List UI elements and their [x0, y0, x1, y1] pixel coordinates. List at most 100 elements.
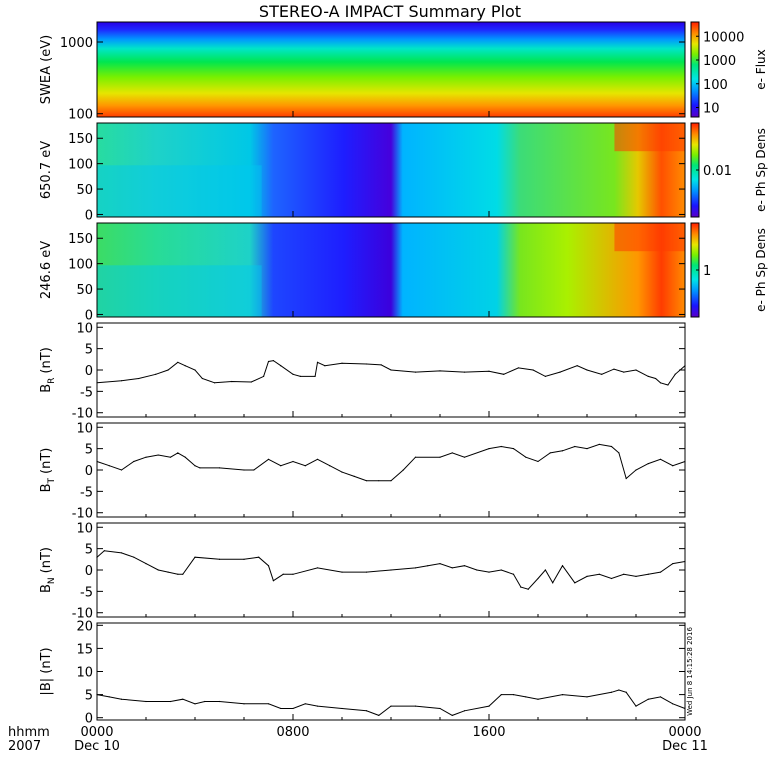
bt-data-point: [500, 445, 502, 448]
br-data-point: [635, 369, 637, 371]
bn-data-point: [282, 573, 284, 575]
br-data-point: [576, 365, 578, 367]
br-data-point: [184, 365, 186, 367]
br-ytick-label: 0: [85, 364, 93, 379]
bn-data-point: [610, 577, 613, 580]
pad246-colorbar-tick-label: 1: [703, 264, 711, 279]
pad246-image: [97, 223, 685, 317]
bt-data-point: [659, 458, 662, 460]
bt-data-point: [304, 465, 306, 467]
pad246-low-angle-band: [97, 265, 262, 317]
bt-ylabel: BT (nT): [39, 448, 57, 493]
bn-data-point: [182, 573, 184, 575]
bt-data-point: [610, 445, 613, 448]
pad650-high-flux-patch: [614, 123, 685, 152]
br-data-point: [544, 375, 546, 378]
bt-ytick-label: -5: [80, 485, 93, 500]
bn-data-point: [476, 569, 478, 571]
bt-data-point: [292, 460, 294, 463]
br-data-point: [488, 370, 490, 372]
pad650-image: [97, 123, 685, 217]
pad650-ytick-label: 50: [76, 183, 93, 198]
br-ytick-label: 5: [85, 343, 93, 358]
bmag-data-point: [488, 705, 490, 707]
bn-data-point: [647, 573, 649, 575]
br-data-point: [250, 381, 252, 383]
bmag-data-point: [647, 698, 649, 700]
bn-data-point: [561, 565, 564, 567]
bn-ytick-label: 10: [76, 521, 93, 536]
swea-colorbar: [690, 21, 700, 118]
swea-ytick-label: 1000: [60, 36, 93, 51]
bt-series-line: [96, 443, 686, 482]
bn-data-point: [390, 569, 392, 571]
bt-data-point: [635, 469, 637, 471]
bt-data-point: [390, 480, 392, 482]
bt-data-point: [133, 460, 135, 463]
bmag-series-line: [96, 689, 686, 716]
bt-data-point: [177, 452, 179, 454]
bt-data-point: [184, 456, 186, 458]
bn-data-point: [451, 567, 453, 569]
bt-data-point: [463, 456, 466, 458]
bn-data-point: [258, 556, 260, 558]
bt-ytick-label: -10: [72, 507, 93, 522]
br-data-point: [214, 382, 216, 384]
bt-data-point: [194, 465, 196, 467]
bt-data-point: [451, 452, 453, 454]
bt-data-point: [378, 480, 380, 482]
bt-data-point: [341, 471, 343, 473]
bn-data-point: [177, 573, 179, 575]
bt-data-point: [439, 456, 441, 458]
br-data-point: [96, 382, 98, 384]
bmag-data-point: [537, 698, 539, 700]
chart-title: STEREO-A IMPACT Summary Plot: [259, 2, 521, 21]
bmag-ylabel: |B| (nT): [39, 647, 54, 695]
bn-data-point: [520, 586, 522, 588]
swea-colorbar-tick-label: 100: [703, 78, 728, 93]
br-data-point: [167, 369, 169, 371]
bmag-data-point: [451, 714, 453, 716]
pad246-ytick-label: 0: [85, 308, 93, 323]
bt-data-point: [402, 469, 404, 471]
bn-data-point: [537, 577, 539, 580]
bt-data-point: [598, 443, 600, 445]
br-series-line: [96, 360, 686, 386]
bn-data-point: [267, 565, 270, 567]
bn-data-point: [341, 571, 343, 573]
x-axis-title-line1: hhmm: [8, 725, 50, 740]
br-data-point: [314, 375, 316, 378]
br-ytick-label: -5: [80, 385, 93, 400]
bmag-frame: [96, 622, 686, 721]
bn-data-point: [157, 569, 159, 571]
bn-data-point: [623, 573, 625, 575]
x-tick-label: 0000: [80, 725, 113, 740]
bt-data-point: [280, 465, 282, 467]
bn-ytick-label: 0: [85, 564, 93, 579]
swea-image: [97, 22, 685, 117]
bmag-data-point: [169, 700, 172, 703]
bn-data-point: [544, 569, 546, 571]
swea-ytick-label: 100: [68, 108, 93, 123]
br-data-point: [155, 373, 157, 375]
bt-data-point: [353, 475, 355, 478]
bn-data-point: [194, 556, 196, 558]
bn-ytick-label: 5: [85, 543, 93, 558]
br-data-point: [667, 384, 669, 386]
pad246-ytick-label: 150: [68, 232, 93, 247]
br-data-point: [280, 365, 282, 367]
pad246-ylabel: 246.6 eV: [39, 241, 54, 299]
bt-data-point: [488, 448, 490, 450]
br-data-point: [647, 375, 649, 378]
bt-data-point: [253, 469, 255, 471]
bmag-data-point: [586, 696, 588, 698]
br-data-point: [177, 361, 179, 363]
bmag-data-point: [218, 700, 221, 703]
bmag-ylabel-main: |B| (nT): [39, 647, 54, 695]
bmag-data-point: [267, 703, 270, 705]
bmag-data-point: [243, 703, 245, 705]
pad650-low-angle-band: [97, 165, 262, 217]
pad650-ylabel: 650.7 eV: [39, 141, 54, 199]
bt-data-point: [316, 458, 319, 460]
